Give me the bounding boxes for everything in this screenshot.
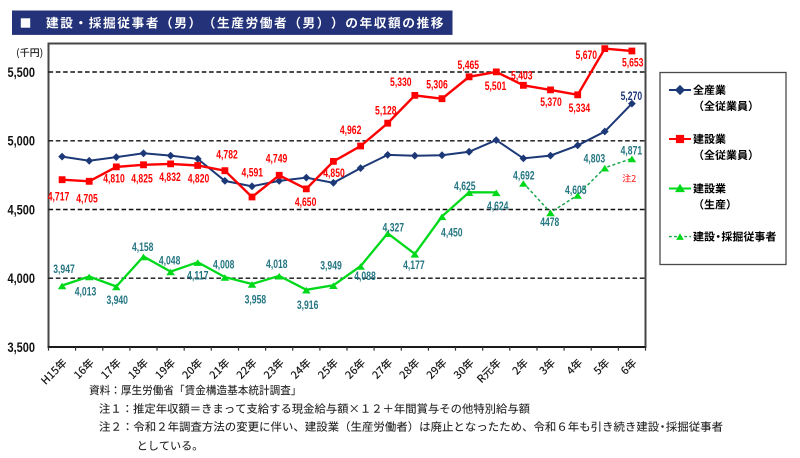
svg-text:4,158: 4,158: [132, 242, 154, 254]
svg-text:4,749: 4,749: [266, 154, 288, 166]
svg-text:4,605: 4,605: [565, 185, 587, 197]
svg-text:4,803: 4,803: [584, 154, 606, 166]
svg-text:4478: 4478: [540, 217, 559, 229]
svg-text:3,940: 3,940: [106, 295, 128, 307]
svg-text:5,270: 5,270: [621, 91, 643, 103]
svg-text:4,625: 4,625: [454, 181, 476, 193]
svg-text:4,177: 4,177: [403, 260, 425, 272]
svg-text:5,128: 5,128: [375, 105, 397, 117]
svg-text:4,825: 4,825: [131, 174, 153, 186]
svg-text:5,330: 5,330: [390, 77, 412, 89]
svg-text:3,949: 3,949: [320, 260, 342, 272]
svg-text:5,403: 5,403: [511, 70, 533, 82]
svg-text:4,591: 4,591: [242, 168, 264, 180]
svg-text:4,013: 4,013: [75, 286, 97, 298]
svg-text:4,962: 4,962: [340, 125, 362, 137]
svg-text:4,705: 4,705: [76, 194, 98, 206]
svg-text:5,000: 5,000: [8, 133, 36, 149]
svg-text:4,327: 4,327: [383, 223, 405, 235]
svg-text:4,450: 4,450: [441, 227, 463, 239]
svg-text:3,958: 3,958: [245, 295, 267, 307]
svg-text:4,000: 4,000: [8, 270, 36, 286]
svg-text:4,500: 4,500: [8, 201, 36, 217]
svg-text:5,500: 5,500: [8, 64, 36, 80]
svg-text:4,624: 4,624: [487, 201, 509, 213]
svg-text:4,650: 4,650: [295, 197, 317, 209]
svg-text:4,717: 4,717: [48, 192, 70, 204]
svg-text:5,334: 5,334: [569, 103, 591, 115]
svg-text:4,692: 4,692: [513, 170, 535, 182]
svg-text:4,782: 4,782: [216, 150, 238, 162]
svg-text:4,048: 4,048: [159, 255, 181, 267]
svg-text:5,653: 5,653: [622, 57, 644, 69]
svg-text:4,850: 4,850: [323, 168, 345, 180]
svg-text:4,008: 4,008: [213, 260, 235, 272]
svg-text:4,820: 4,820: [188, 174, 210, 186]
svg-text:5,670: 5,670: [576, 50, 598, 62]
svg-text:3,500: 3,500: [8, 339, 36, 355]
svg-text:5,501: 5,501: [485, 81, 507, 93]
svg-text:3,916: 3,916: [297, 300, 319, 312]
svg-text:5,306: 5,306: [426, 80, 448, 92]
svg-text:4,018: 4,018: [266, 259, 288, 271]
svg-text:5,465: 5,465: [458, 60, 480, 72]
svg-text:4,810: 4,810: [103, 174, 125, 186]
svg-text:4,871: 4,871: [621, 146, 643, 158]
svg-text:4,117: 4,117: [187, 271, 209, 283]
svg-text:4,832: 4,832: [159, 172, 181, 184]
svg-text:4,088: 4,088: [354, 271, 376, 283]
svg-text:5,370: 5,370: [540, 97, 562, 109]
svg-text:3,947: 3,947: [53, 264, 75, 276]
